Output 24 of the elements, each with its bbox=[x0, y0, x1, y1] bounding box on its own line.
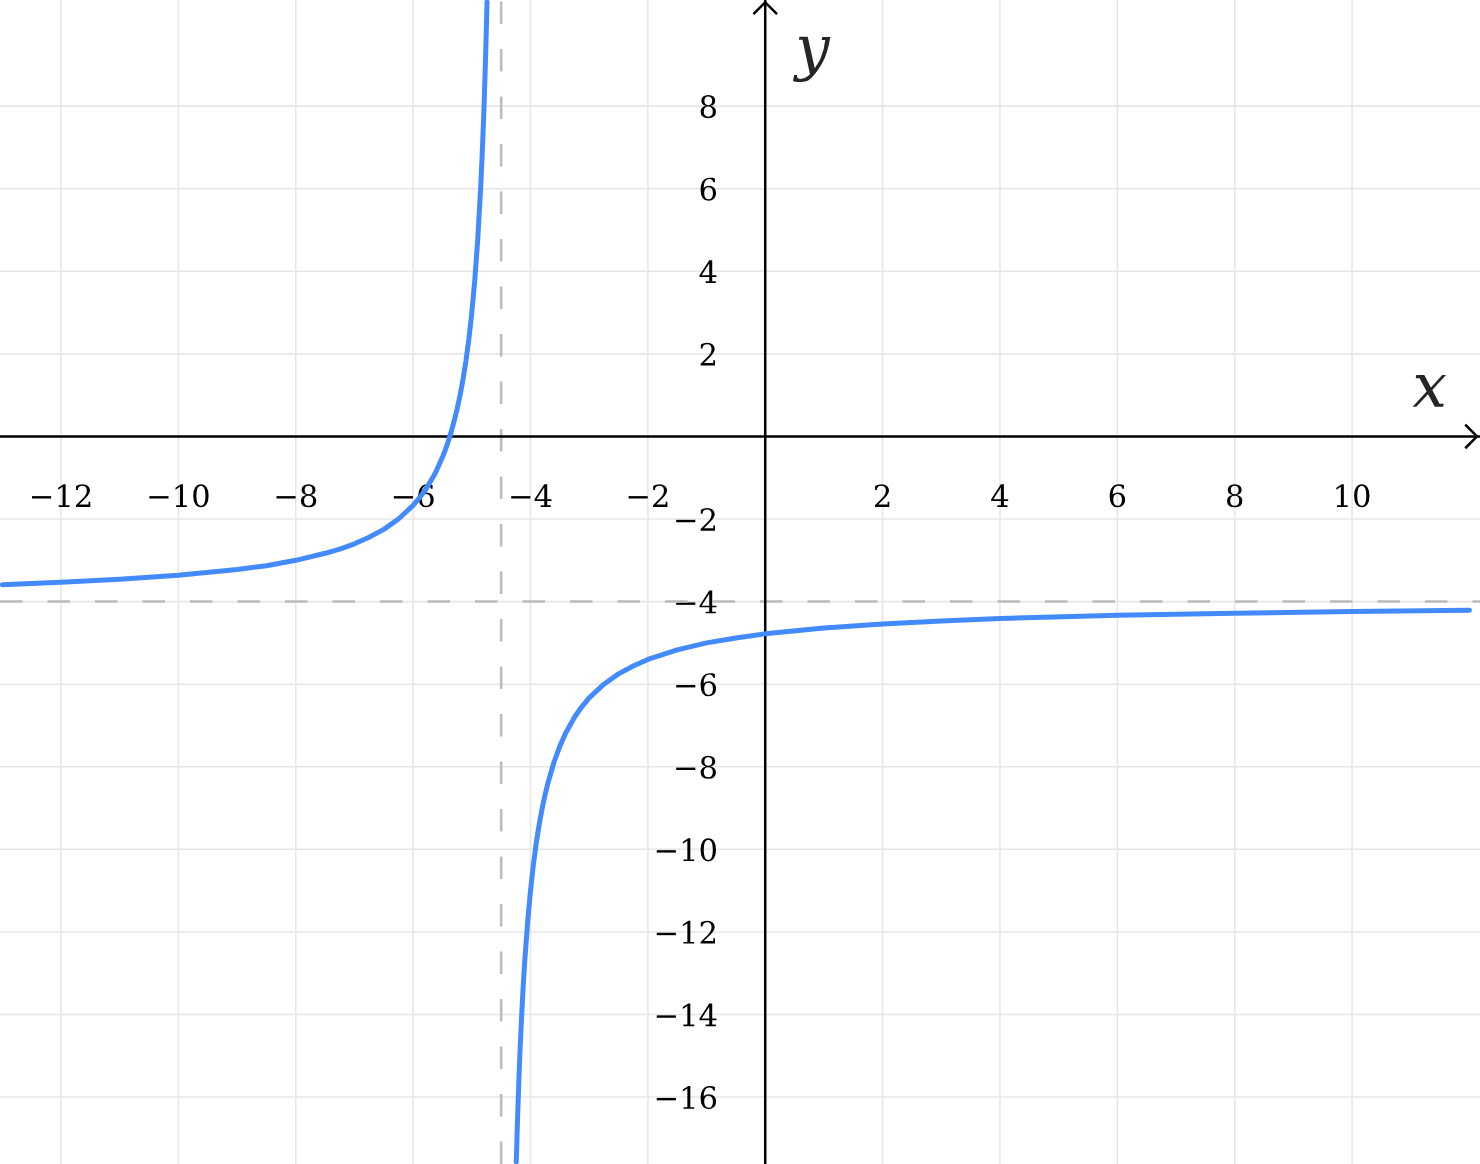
y-tick-label: 6 bbox=[700, 177, 717, 201]
y-tick-label: −2 bbox=[676, 507, 716, 531]
x-tick-label: 8 bbox=[1227, 484, 1243, 508]
x-tick-label: 10 bbox=[1336, 484, 1370, 508]
y-tick-label: −12 bbox=[656, 920, 716, 944]
y-tick-label: −10 bbox=[656, 838, 716, 862]
y-axis-title: y bbox=[792, 36, 831, 82]
x-tick-label: 6 bbox=[1109, 484, 1126, 508]
y-tick-label: 4 bbox=[699, 260, 717, 283]
y-tick-label: −16 bbox=[656, 1086, 717, 1110]
x-tick-label: 4 bbox=[991, 484, 1009, 507]
x-tick-label: −10 bbox=[149, 484, 209, 508]
x-axis-title: x bbox=[1412, 375, 1447, 407]
x-tick-label: −2 bbox=[628, 484, 668, 507]
x-tick-label: −12 bbox=[32, 484, 91, 507]
y-tick-label: −6 bbox=[676, 673, 717, 697]
x-tick-label: −4 bbox=[511, 484, 552, 507]
y-tick-label: −4 bbox=[676, 590, 717, 614]
x-tick-label: −8 bbox=[276, 484, 317, 508]
y-tick-label: 2 bbox=[700, 342, 716, 366]
y-tick-label: −14 bbox=[656, 1003, 717, 1027]
y-tick-label: −8 bbox=[676, 755, 716, 779]
y-tick-label: 8 bbox=[700, 95, 716, 119]
x-tick-label: 2 bbox=[874, 484, 890, 507]
